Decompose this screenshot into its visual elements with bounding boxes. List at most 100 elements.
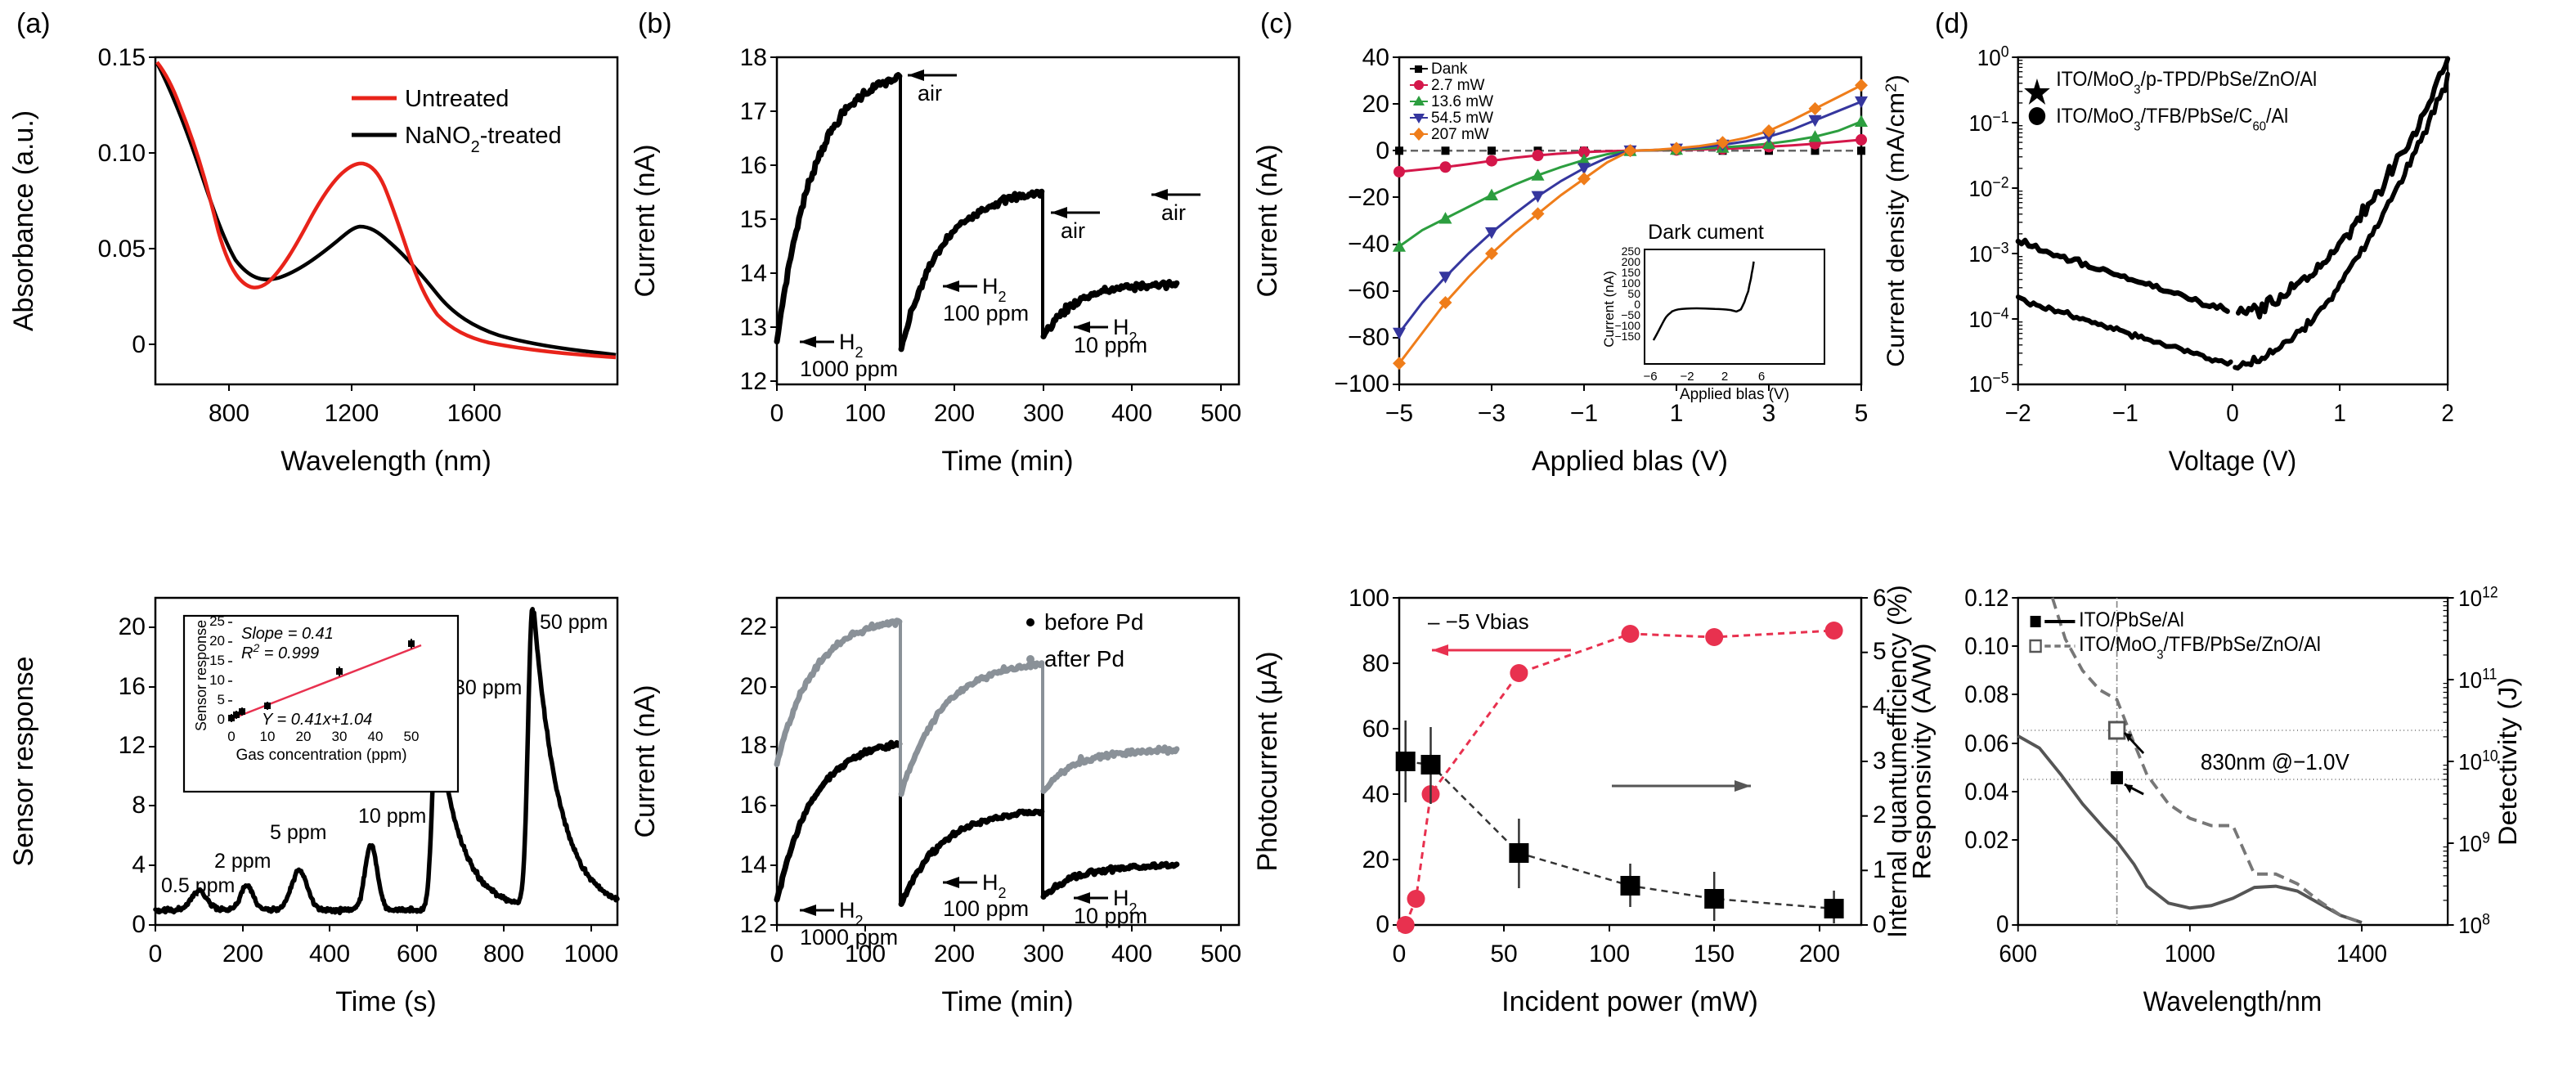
svg-text:50: 50 [1490, 941, 1517, 968]
svg-text:0: 0 [149, 941, 163, 968]
svg-text:5 ppm: 5 ppm [270, 821, 326, 844]
svg-text:8: 8 [132, 792, 146, 819]
svg-text:1012: 1012 [2458, 583, 2498, 612]
svg-text:ITO/PbSe/Al: ITO/PbSe/Al [2079, 608, 2184, 631]
svg-text:Time (s): Time (s) [335, 986, 436, 1017]
svg-text:15: 15 [740, 206, 767, 233]
svg-text:60: 60 [1362, 716, 1389, 743]
svg-text:18: 18 [740, 44, 767, 71]
svg-text:Wavelength (nm): Wavelength (nm) [280, 446, 491, 477]
svg-text:5: 5 [218, 692, 225, 707]
svg-text:0: 0 [227, 729, 235, 744]
svg-text:−3: −3 [1478, 400, 1506, 427]
svg-text:Slope = 0.41: Slope = 0.41 [241, 625, 334, 643]
svg-text:10−4: 10−4 [1968, 304, 2008, 333]
svg-text:207 mW: 207 mW [1431, 126, 1489, 143]
svg-text:0.05: 0.05 [98, 236, 146, 263]
svg-text:200: 200 [1799, 941, 1840, 968]
svg-text:10 ppm: 10 ppm [1074, 904, 1147, 928]
svg-text:5: 5 [1855, 400, 1869, 427]
svg-text:Applied blas (V): Applied blas (V) [1680, 386, 1789, 403]
svg-text:air: air [1161, 200, 1186, 225]
svg-text:2 ppm: 2 ppm [214, 850, 271, 873]
svg-text:100: 100 [1589, 941, 1630, 968]
svg-text:Untreated: Untreated [405, 86, 509, 112]
svg-text:200: 200 [934, 941, 975, 968]
svg-text:16: 16 [740, 792, 767, 819]
svg-text:1600: 1600 [447, 400, 502, 427]
svg-text:R2 = 0.999: R2 = 0.999 [241, 641, 319, 662]
svg-text:0: 0 [218, 712, 225, 727]
svg-text:30 ppm: 30 ppm [454, 676, 522, 699]
svg-text:54.5 mW: 54.5 mW [1431, 110, 1493, 127]
svg-text:10−2: 10−2 [1968, 173, 2008, 202]
svg-text:2: 2 [1721, 370, 1728, 384]
svg-text:800: 800 [209, 400, 249, 427]
svg-text:1000 ppm: 1000 ppm [800, 357, 898, 381]
svg-text:−100: −100 [1334, 370, 1389, 397]
svg-text:0: 0 [132, 331, 146, 358]
svg-text:600: 600 [397, 941, 438, 968]
svg-text:Current (nA): Current (nA) [1601, 271, 1617, 348]
svg-text:0.08: 0.08 [1964, 681, 2008, 708]
svg-text:20: 20 [1362, 91, 1389, 118]
svg-text:109: 109 [2458, 828, 2490, 857]
svg-text:12: 12 [119, 732, 146, 759]
svg-text:Gas concentration (ppm): Gas concentration (ppm) [236, 747, 406, 764]
svg-text:10 ppm: 10 ppm [358, 805, 426, 828]
svg-text:14: 14 [740, 851, 767, 878]
svg-text:−80: −80 [1348, 324, 1389, 351]
svg-text:0.12: 0.12 [1964, 585, 2008, 612]
svg-text:0: 0 [132, 911, 146, 938]
svg-text:Y = 0.41x+1.04: Y = 0.41x+1.04 [262, 711, 372, 729]
svg-text:20: 20 [1362, 846, 1389, 873]
svg-text:(a): (a) [16, 8, 51, 39]
svg-text:−1: −1 [1570, 400, 1598, 427]
svg-text:80: 80 [1362, 650, 1389, 677]
svg-text:10: 10 [260, 729, 276, 744]
svg-text:Applied blas (V): Applied blas (V) [1532, 446, 1728, 477]
svg-text:830nm @−1.0V: 830nm @−1.0V [2201, 749, 2349, 774]
svg-text:0: 0 [1376, 911, 1389, 938]
svg-text:0: 0 [1996, 911, 2009, 938]
svg-text:0: 0 [1393, 941, 1407, 968]
svg-text:10−1: 10−1 [1968, 108, 2008, 137]
svg-text:Dank: Dank [1431, 61, 1468, 78]
svg-text:22: 22 [740, 613, 767, 640]
svg-text:12: 12 [740, 368, 767, 395]
svg-text:Detectivity (J): Detectivity (J) [2493, 677, 2522, 846]
svg-text:14: 14 [740, 260, 767, 287]
svg-text:−20: −20 [1348, 184, 1389, 211]
svg-text:13: 13 [740, 314, 767, 341]
svg-text:Sensor response: Sensor response [8, 656, 39, 866]
svg-text:0: 0 [770, 400, 784, 427]
svg-text:−5: −5 [1385, 400, 1413, 427]
svg-text:(c): (c) [1260, 8, 1293, 39]
svg-text:17: 17 [740, 98, 767, 125]
svg-text:1400: 1400 [2336, 941, 2387, 968]
svg-text:air: air [1061, 218, 1085, 243]
svg-text:Time (min): Time (min) [941, 446, 1073, 477]
svg-text:−2: −2 [1680, 370, 1694, 384]
svg-text:Incident power (mW): Incident power (mW) [1501, 986, 1758, 1017]
svg-text:0: 0 [1376, 137, 1389, 164]
svg-text:−6: −6 [1643, 370, 1657, 384]
svg-text:air: air [918, 81, 942, 106]
svg-text:18: 18 [740, 732, 767, 759]
svg-text:6: 6 [1758, 370, 1765, 384]
svg-text:– −5 Vbias: – −5 Vbias [1428, 609, 1529, 634]
svg-text:16: 16 [119, 673, 146, 700]
svg-text:Sensor response: Sensor response [193, 620, 209, 731]
svg-text:40: 40 [1362, 781, 1389, 808]
svg-text:0: 0 [2226, 400, 2239, 427]
svg-text:0.10: 0.10 [1964, 633, 2008, 660]
svg-text:1000: 1000 [2165, 941, 2215, 968]
svg-text:150: 150 [1694, 941, 1735, 968]
svg-text:−2: −2 [2005, 400, 2031, 427]
svg-text:300: 300 [1023, 400, 1064, 427]
svg-text:(b): (b) [638, 8, 672, 39]
svg-text:0.06: 0.06 [1964, 730, 2008, 757]
svg-text:Current (nA): Current (nA) [1252, 144, 1283, 297]
svg-text:200: 200 [222, 941, 263, 968]
svg-text:200: 200 [934, 400, 975, 427]
